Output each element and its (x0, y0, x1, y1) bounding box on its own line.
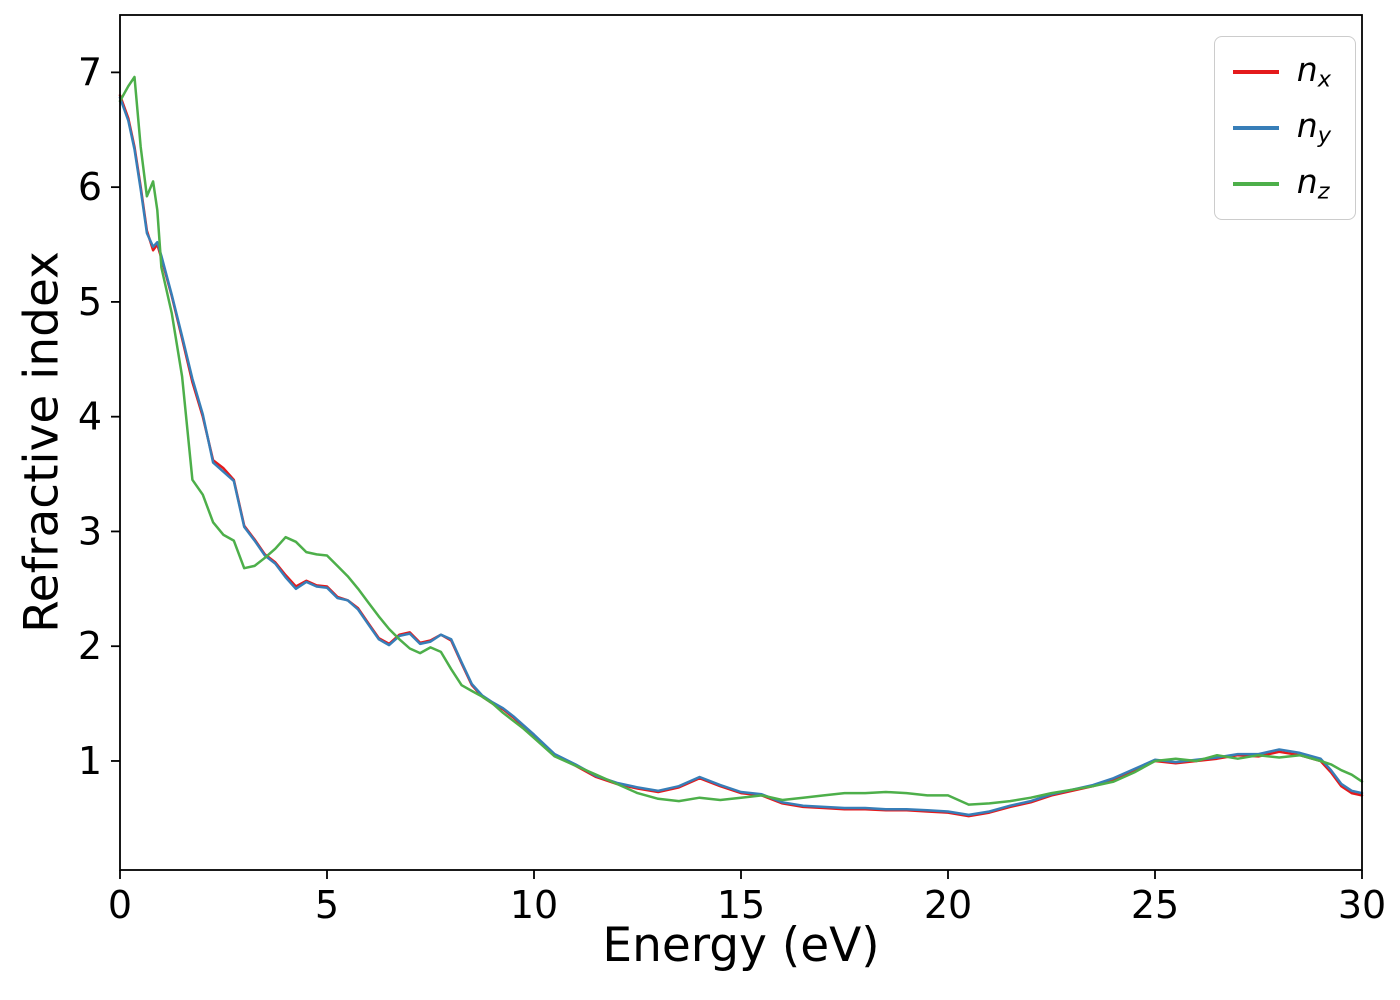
legend-item-nz: nz (1232, 161, 1331, 205)
legend-swatch-nz (1232, 182, 1279, 186)
y-axis-label: Refractive index (14, 251, 70, 633)
y-tick-label: 2 (78, 624, 102, 668)
x-tick-label: 20 (924, 883, 972, 927)
x-axis-label: Energy (eV) (602, 918, 880, 973)
legend-label-nz: nz (1296, 161, 1330, 205)
y-tick-label: 3 (78, 509, 102, 553)
x-tick-label: 30 (1338, 883, 1386, 927)
legend-label-ny: ny (1296, 105, 1331, 149)
x-tick-label: 15 (717, 883, 765, 927)
legend-item-nx: nx (1232, 49, 1331, 93)
x-tick-label: 5 (315, 883, 339, 927)
legend-swatch-ny (1232, 126, 1279, 130)
x-tick-label: 25 (1131, 883, 1179, 927)
legend-item-ny: ny (1232, 105, 1331, 149)
legend-swatch-nx (1232, 70, 1279, 74)
y-tick-label: 7 (78, 50, 102, 94)
y-tick-label: 5 (78, 280, 102, 324)
x-tick-label: 0 (108, 883, 132, 927)
plot-area-border (119, 14, 1363, 871)
legend: nx ny nz (1213, 36, 1356, 220)
legend-label-nx: nx (1296, 49, 1331, 93)
series-line-n_z (118, 75, 1364, 806)
x-tick-label: 10 (510, 883, 558, 927)
y-tick-label: 1 (78, 739, 102, 783)
y-tick-label: 4 (78, 395, 102, 439)
series-line-n_y (118, 96, 1364, 817)
y-tick-label: 6 (78, 165, 102, 209)
series-line-n_x (118, 94, 1364, 818)
